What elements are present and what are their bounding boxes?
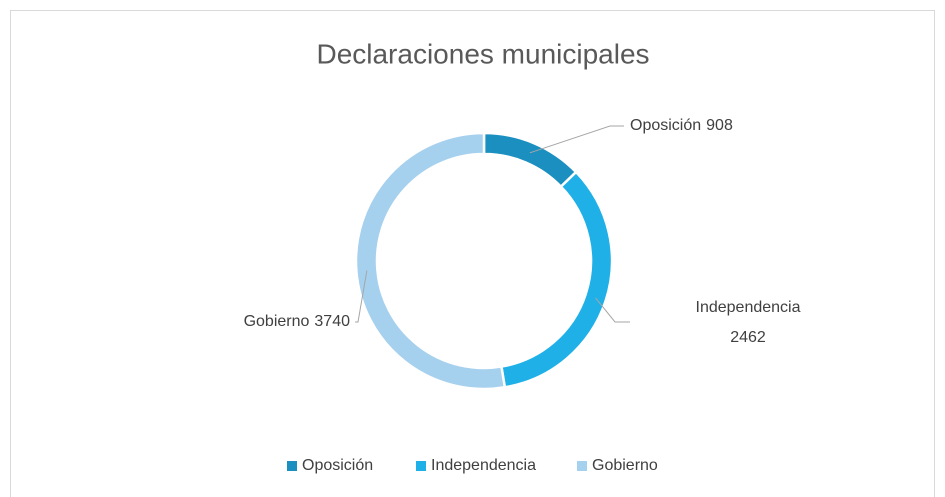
data-label-value: 3740 [314, 313, 350, 330]
chart-title: Declaraciones municipales [316, 38, 649, 69]
leader-line [529, 125, 624, 154]
legend-label: Oposición [302, 457, 373, 474]
data-label: Oposición 908 [630, 117, 733, 134]
legend-marker [577, 461, 587, 471]
legend-label: Independencia [431, 457, 536, 474]
leader-line [355, 270, 368, 323]
leader-line [595, 297, 630, 323]
data-label-value: 908 [706, 117, 733, 134]
legend-label: Gobierno [592, 457, 658, 474]
legend-marker [287, 461, 297, 471]
legend-marker [416, 461, 426, 471]
data-label-value: 2462 [730, 329, 766, 346]
chart-border [10, 10, 935, 497]
donut-segment [354, 131, 507, 391]
data-label-name: Gobierno [244, 313, 310, 330]
data-label-name: Independencia [696, 299, 801, 316]
data-label-name: Oposición [630, 117, 701, 134]
data-label: Gobierno 3740 [244, 313, 351, 330]
